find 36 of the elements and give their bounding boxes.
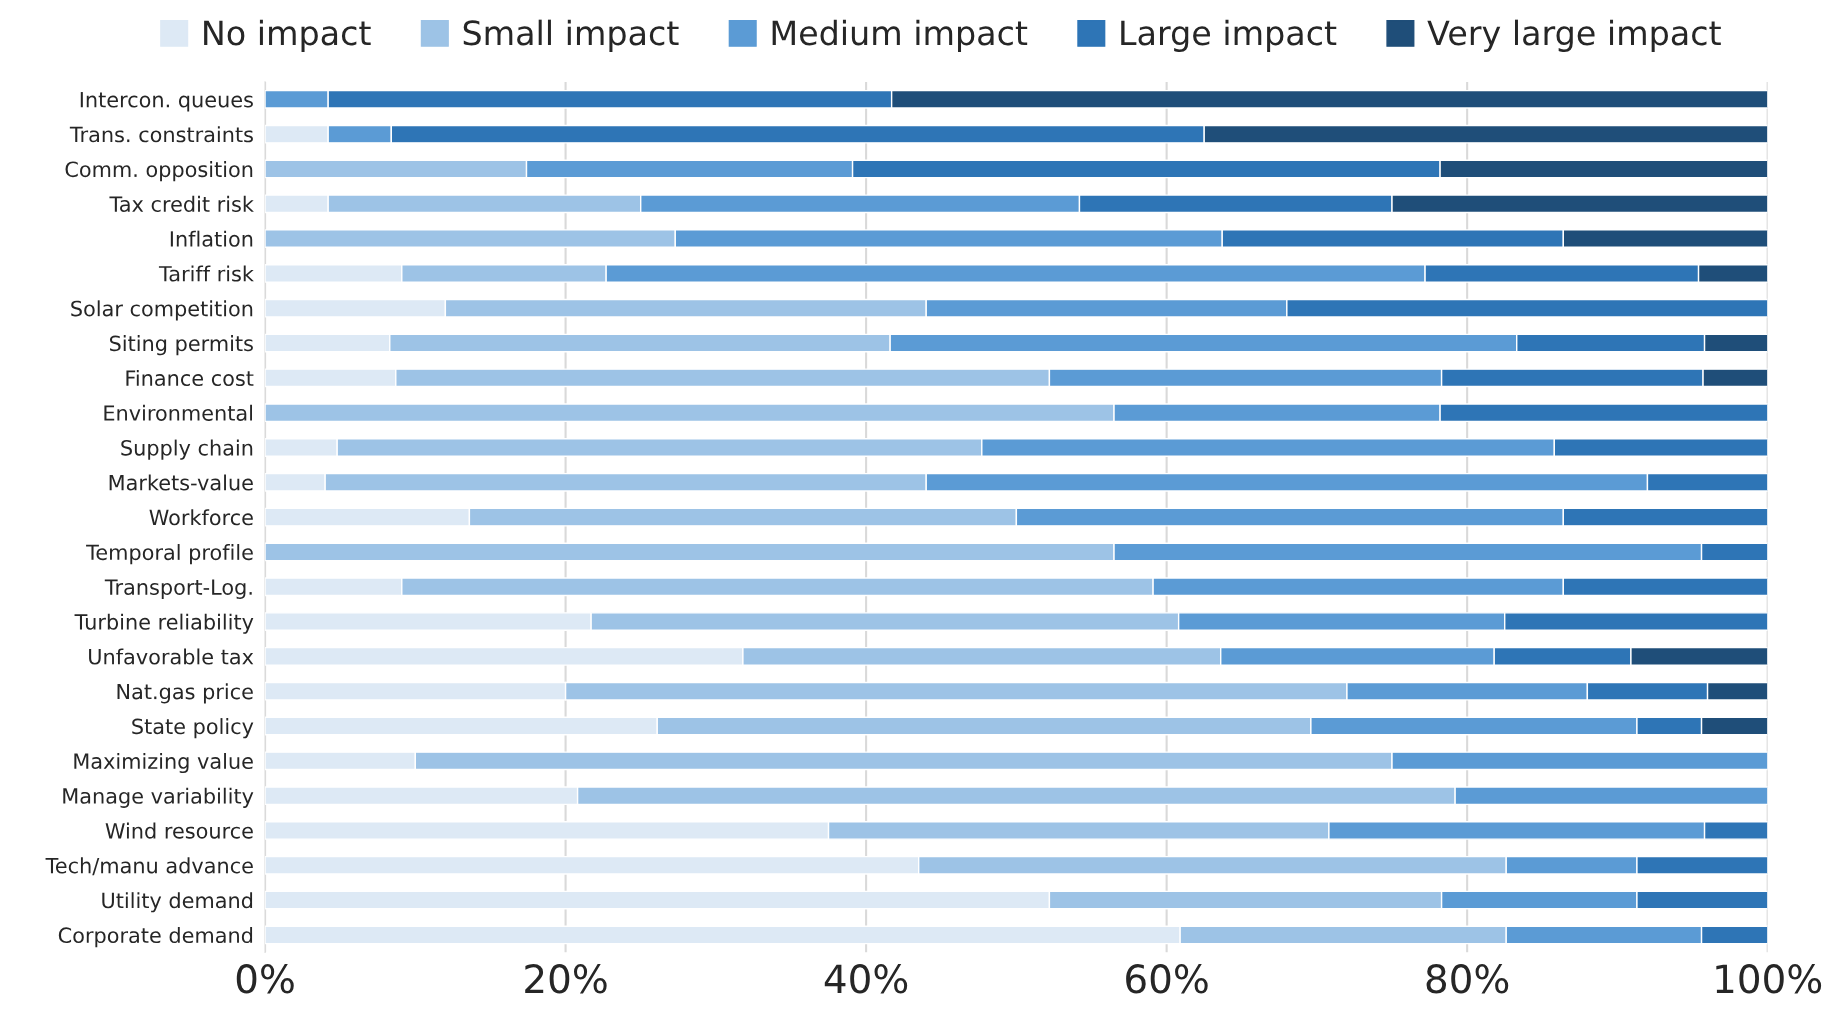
y-tick-label: Inflation [170,230,253,247]
y-tick-label: Finance cost [126,369,254,387]
legend-label: No impact [204,19,371,52]
y-tick-label: Comm. opposition [65,161,253,182]
legend-label: Small impact [463,19,679,52]
y-tick-label: Wind resource [105,822,253,839]
y-tick-label: Tax credit risk [109,195,254,212]
y-tick-label: Tariff risk [158,265,254,282]
y-tick-label: Intercon. queues [80,92,253,112]
x-tick-label: 40% [824,964,908,994]
legend-label: Medium impact [772,19,1028,52]
y-tick-label: Turbine reliability [74,613,254,634]
x-tick-label: 100% [1716,964,1822,994]
y-tick-label: Solar competition [71,300,253,321]
y-tick-label: Transport-Log. [104,579,252,599]
x-tick-label: 80% [1426,964,1509,994]
y-tick-label: Environmental [104,404,252,421]
y-tick-label: Manage variability [63,787,254,808]
legend-label: Large impact [1121,19,1337,52]
x-tick-label: 60% [1126,964,1208,994]
y-tick-label: Markets-value [109,474,253,491]
y-tick-label: State policy [132,718,254,739]
y-tick-label: Siting permits [109,335,253,356]
legend-label: Very large impact [1427,19,1721,52]
y-tick-label: Unfavorable tax [89,648,254,665]
y-tick-label: Trans. constraints [69,126,253,143]
y-tick-label: Tech/manu advance [45,857,253,876]
y-tick-label: Corporate demand [58,927,253,948]
x-tick-label: 0% [236,964,294,994]
y-tick-label: Temporal profile [86,544,253,565]
y-tick-label: Utility demand [102,892,253,913]
y-tick-label: Maximizing value [74,752,253,774]
y-tick-label: Workforce [149,509,253,526]
y-tick-label: Nat.gas price [117,683,253,704]
x-tick-label: 20% [525,964,607,994]
y-tick-label: Supply chain [121,439,253,460]
